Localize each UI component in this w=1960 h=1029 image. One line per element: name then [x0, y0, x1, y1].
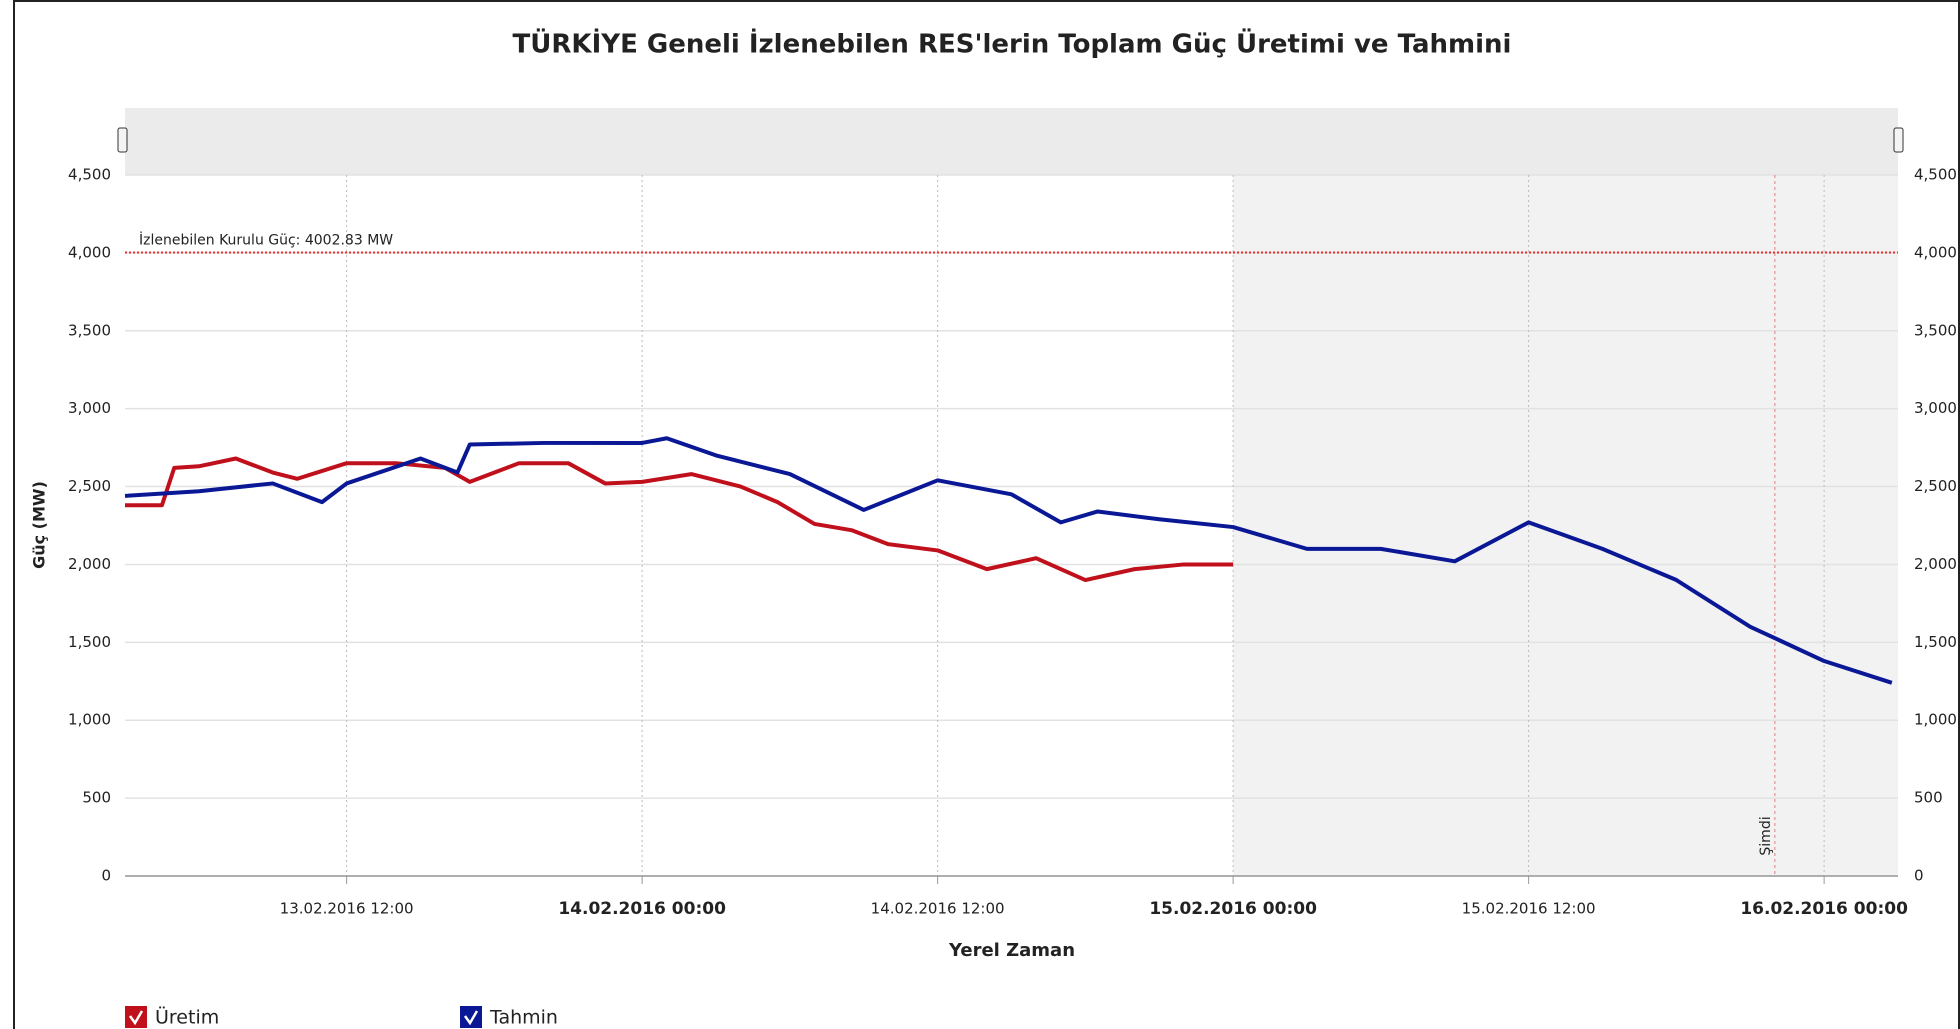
chart-title: TÜRKİYE Geneli İzlenebilen RES'lerin Top… — [513, 27, 1512, 60]
legend-check — [128, 1010, 144, 1026]
y-tick-label: 1,500 — [68, 633, 111, 651]
y2-tick-label: 3,500 — [1914, 321, 1957, 339]
legend-swatch — [125, 1006, 147, 1028]
y2-tick-label: 2,000 — [1914, 555, 1957, 573]
y-tick-label: 4,000 — [68, 243, 111, 261]
forecast-region — [1233, 175, 1898, 876]
navigator[interactable] — [125, 108, 1898, 175]
y2-tick-label: 1,000 — [1914, 711, 1957, 729]
navigator-handle[interactable] — [1893, 127, 1904, 153]
capacity-label: İzlenebilen Kurulu Güç: 4002.83 MW — [139, 230, 393, 248]
y-axis-title: Güç (MW) — [30, 481, 49, 569]
y-tick-label: 0 — [101, 867, 111, 885]
y2-tick-label: 2,500 — [1914, 477, 1957, 495]
y2-tick-label: 4,000 — [1914, 243, 1957, 261]
legend-label: Tahmin — [489, 1007, 558, 1029]
x-tick-label: 14.02.2016 12:00 — [871, 900, 1005, 918]
y-tick-label: 4,500 — [68, 166, 111, 184]
series-line — [124, 436, 1893, 685]
x-axis-title: Yerel Zaman — [948, 940, 1075, 961]
x-tick-label: 15.02.2016 12:00 — [1462, 900, 1596, 918]
y-tick-label: 500 — [82, 789, 111, 807]
y-tick-label: 3,000 — [68, 399, 111, 417]
x-tick-label: 16.02.2016 00:00 — [1740, 899, 1908, 919]
y-tick-label: 2,500 — [68, 477, 111, 495]
legend-swatch — [460, 1006, 482, 1028]
y2-tick-label: 3,000 — [1914, 399, 1957, 417]
y-tick-label: 3,500 — [68, 321, 111, 339]
x-tick-label: 13.02.2016 12:00 — [280, 900, 414, 918]
x-tick-label: 15.02.2016 00:00 — [1149, 899, 1317, 919]
navigator-handle[interactable] — [117, 127, 128, 153]
y2-tick-label: 1,500 — [1914, 633, 1957, 651]
y2-tick-label: 4,500 — [1914, 166, 1957, 184]
legend-item[interactable]: Üretim — [125, 1006, 219, 1029]
y-tick-label: 2,000 — [68, 555, 111, 573]
legend-check — [463, 1010, 479, 1026]
legend-label: Üretim — [155, 1006, 219, 1029]
x-tick-label: 14.02.2016 00:00 — [558, 899, 726, 919]
legend-item[interactable]: Tahmin — [460, 1006, 558, 1029]
y-tick-label: 1,000 — [68, 711, 111, 729]
y2-tick-label: 0 — [1914, 867, 1924, 885]
now-label: Şimdi — [1758, 816, 1774, 855]
series-line — [125, 456, 1234, 583]
y2-tick-label: 500 — [1914, 789, 1943, 807]
